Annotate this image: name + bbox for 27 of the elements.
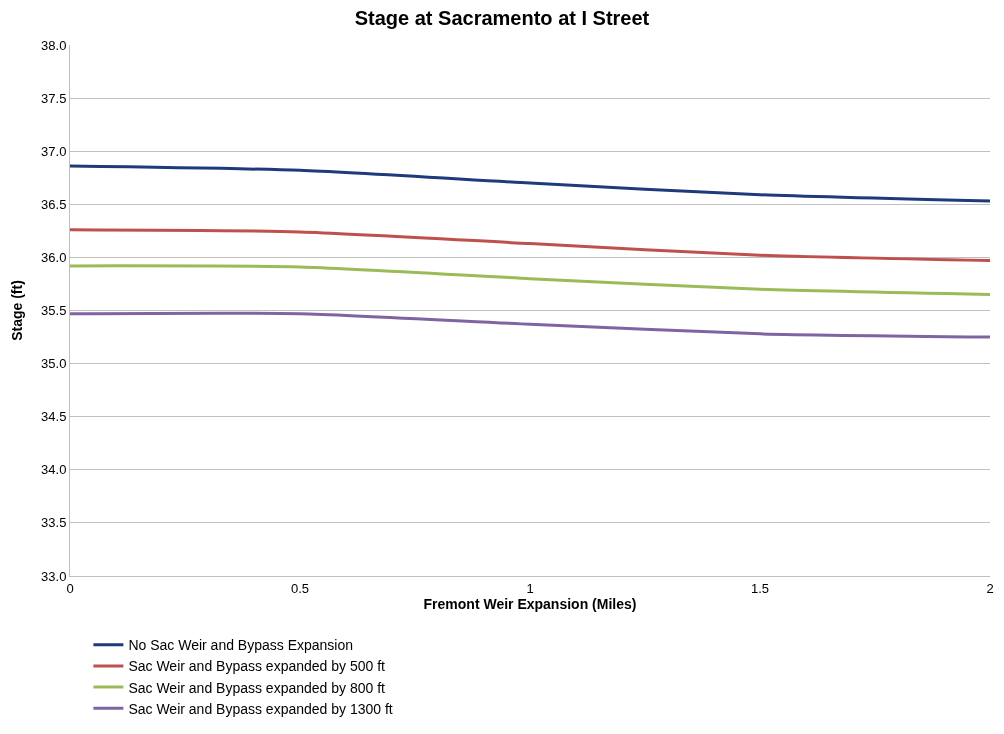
legend-label: Sac Weir and Bypass expanded by 800 ft: [128, 679, 386, 696]
y-tick-label: 37.5: [41, 90, 67, 106]
y-tick-label: 37.0: [41, 143, 67, 159]
line-series: [70, 264, 990, 297]
y-tick-label: 38.0: [41, 37, 67, 53]
y-axis-title: Stage (ft): [8, 280, 25, 341]
legend-label: Sac Weir and Bypass expanded by 500 ft: [128, 658, 386, 675]
y-tick-label: 35.5: [41, 303, 67, 319]
y-tick-label: 34.0: [41, 462, 67, 478]
x-tick-label: 2: [986, 580, 994, 596]
x-tick-label: 1: [526, 580, 534, 596]
y-tick-label: 36.5: [41, 196, 67, 212]
line-series: [70, 164, 990, 203]
x-tick-label: 0.5: [290, 580, 310, 596]
y-tick-label: 34.5: [41, 409, 67, 425]
line-series: [70, 311, 990, 339]
line-series: [70, 228, 990, 263]
y-tick-label: 36.0: [41, 249, 67, 265]
x-tick-label: 0: [66, 580, 74, 596]
x-axis-title: Fremont Weir Expansion (Miles): [423, 595, 637, 612]
legend-label: Sac Weir and Bypass expanded by 1300 ft: [128, 700, 393, 717]
y-tick-label: 33.5: [41, 515, 67, 531]
y-tick-label: 35.0: [41, 356, 67, 372]
chart-title: Stage at Sacramento at I Street: [354, 7, 650, 30]
x-tick-label: 1.5: [750, 580, 770, 596]
legend-label: No Sac Weir and Bypass Expansion: [128, 637, 354, 654]
y-tick-label: 33.0: [41, 568, 67, 584]
